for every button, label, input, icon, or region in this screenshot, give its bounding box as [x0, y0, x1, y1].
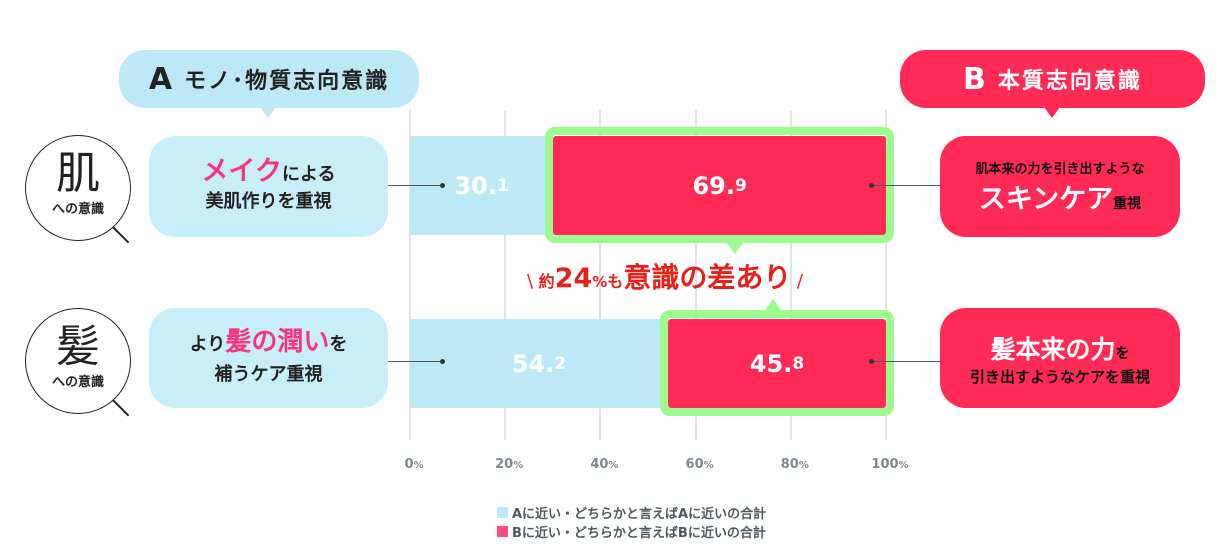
- tick-number: 20: [495, 457, 514, 472]
- annotation-mo: も: [607, 272, 624, 291]
- bar-value-a: 54.: [511, 349, 555, 378]
- highlight-frame: [659, 310, 894, 416]
- legend-label-b: Bに近い・どちらかと言えばBに近いの合計: [512, 526, 766, 541]
- tick-number: 100: [871, 457, 899, 472]
- difference-annotation: \ 約24%も意識の差あり /: [490, 256, 840, 296]
- bar-a: 54. 2: [410, 319, 668, 408]
- annotation-close: /: [796, 271, 803, 292]
- row1-a-accent: メイク: [201, 156, 282, 187]
- legend-label-a: Aに近い・どちらかと言えばAに近いの合計: [512, 507, 767, 522]
- connector: [872, 361, 940, 362]
- highlight-tail: [765, 299, 781, 310]
- circle-tail: [112, 226, 130, 244]
- row2-a-line2: 補うケア重視: [214, 363, 323, 385]
- annotation-main: 意識の差あり: [623, 261, 792, 294]
- row1-b-line1: 肌本来の力を引き出すような: [975, 161, 1145, 177]
- row2-a-box: より髪の潤いを 補うケア重視: [149, 308, 388, 408]
- x-tick-label: 80%: [781, 457, 809, 472]
- connector: [388, 361, 443, 362]
- header-a-bubble: A モノ･物質志向意識: [119, 50, 419, 108]
- gridline: [885, 110, 887, 440]
- hair-kanji: 髪: [56, 321, 100, 372]
- gridline: [599, 110, 602, 440]
- row2-a-post: を: [329, 333, 348, 355]
- annotation-pre: 約: [538, 272, 555, 291]
- bar-value-a: 30.: [454, 171, 497, 200]
- header-b-label: 本質志向意識: [997, 69, 1142, 94]
- bar-b: 69. 9: [553, 136, 886, 235]
- row2-b-box: 髪本来の力を 引き出すようなケアを重視: [940, 308, 1180, 408]
- tick-unit: %: [608, 460, 619, 471]
- connector-dot: [869, 183, 874, 188]
- hair-sub: への意識: [51, 375, 104, 390]
- header-b-tail: [1044, 107, 1060, 118]
- bar-value-decimal-b: 9: [734, 175, 747, 196]
- header-b-bubble: B 本質志向意識: [900, 50, 1205, 108]
- bar-b: 45. 8: [667, 319, 886, 408]
- tick-unit: %: [898, 460, 909, 471]
- header-a-tail: [260, 107, 276, 118]
- bar-value-decimal-a: 2: [554, 353, 567, 374]
- connector-dot: [440, 183, 445, 188]
- skin-kanji: 肌: [56, 148, 100, 199]
- connector: [388, 185, 443, 186]
- row1-a-rest: による: [282, 164, 336, 185]
- bar-value-decimal-b: 8: [792, 353, 805, 374]
- tick-number: 0: [404, 457, 414, 472]
- legend-item-a: Aに近い・どちらかと言えばAに近いの合計: [497, 503, 766, 522]
- skin-circle: 肌 への意識: [25, 135, 131, 244]
- annotation-pct: %: [592, 273, 608, 291]
- tick-number: 40: [590, 457, 609, 472]
- row2-b-line2: 引き出すようなケアを重視: [969, 367, 1150, 386]
- x-tick-label: 40%: [590, 457, 618, 472]
- tick-number: 80: [780, 457, 799, 472]
- row1-b-box: 肌本来の力を引き出すような スキンケア重視: [940, 136, 1180, 237]
- tick-number: 60: [685, 457, 704, 472]
- annotation-num: 24: [554, 263, 593, 294]
- row1-b-big: スキンケア: [978, 183, 1114, 215]
- legend-swatch-a: [497, 507, 508, 518]
- header-b-letter: B: [963, 61, 988, 97]
- row2-a-pre: より: [189, 333, 226, 355]
- x-tick-label: 100%: [871, 457, 908, 472]
- tick-unit: %: [798, 460, 809, 471]
- gridline: [789, 110, 792, 440]
- annotation-open: \: [527, 271, 534, 292]
- gridline: [504, 110, 507, 440]
- row1-b-small: 重視: [1113, 195, 1142, 212]
- header-a-label: モノ･物質志向意識: [184, 69, 390, 94]
- row1-a-box: メイクによる 美肌作りを重視: [149, 136, 388, 237]
- x-tick-label: 20%: [495, 457, 523, 472]
- row2-b-big: 髪本来の力: [990, 334, 1116, 364]
- tick-unit: %: [513, 460, 524, 471]
- tick-unit: %: [703, 460, 714, 471]
- bar-value-b: 69.: [692, 171, 735, 200]
- x-tick-label: 60%: [686, 457, 714, 472]
- header-a-letter: A: [148, 61, 175, 97]
- hair-circle: 髪 への意識: [25, 308, 131, 417]
- bar-value-b: 45.: [749, 349, 793, 378]
- connector-dot: [440, 359, 445, 364]
- tick-unit: %: [413, 460, 424, 471]
- legend-item-b: Bに近い・どちらかと言えばBに近いの合計: [497, 522, 766, 541]
- gridline: [409, 110, 411, 440]
- connector-dot: [869, 359, 874, 364]
- x-tick-label: 0%: [404, 457, 423, 472]
- row1-a-line2: 美肌作りを重視: [205, 191, 332, 212]
- row2-b-small: を: [1115, 345, 1130, 362]
- highlight-tail: [727, 243, 743, 254]
- row2-a-accent: 髪の潤い: [225, 326, 330, 357]
- legend-swatch-b: [497, 526, 508, 537]
- bar-value-decimal-a: 1: [496, 175, 509, 196]
- skin-sub: への意識: [51, 202, 104, 217]
- circle-tail: [112, 399, 130, 417]
- connector: [872, 185, 940, 186]
- gridline: [694, 110, 697, 440]
